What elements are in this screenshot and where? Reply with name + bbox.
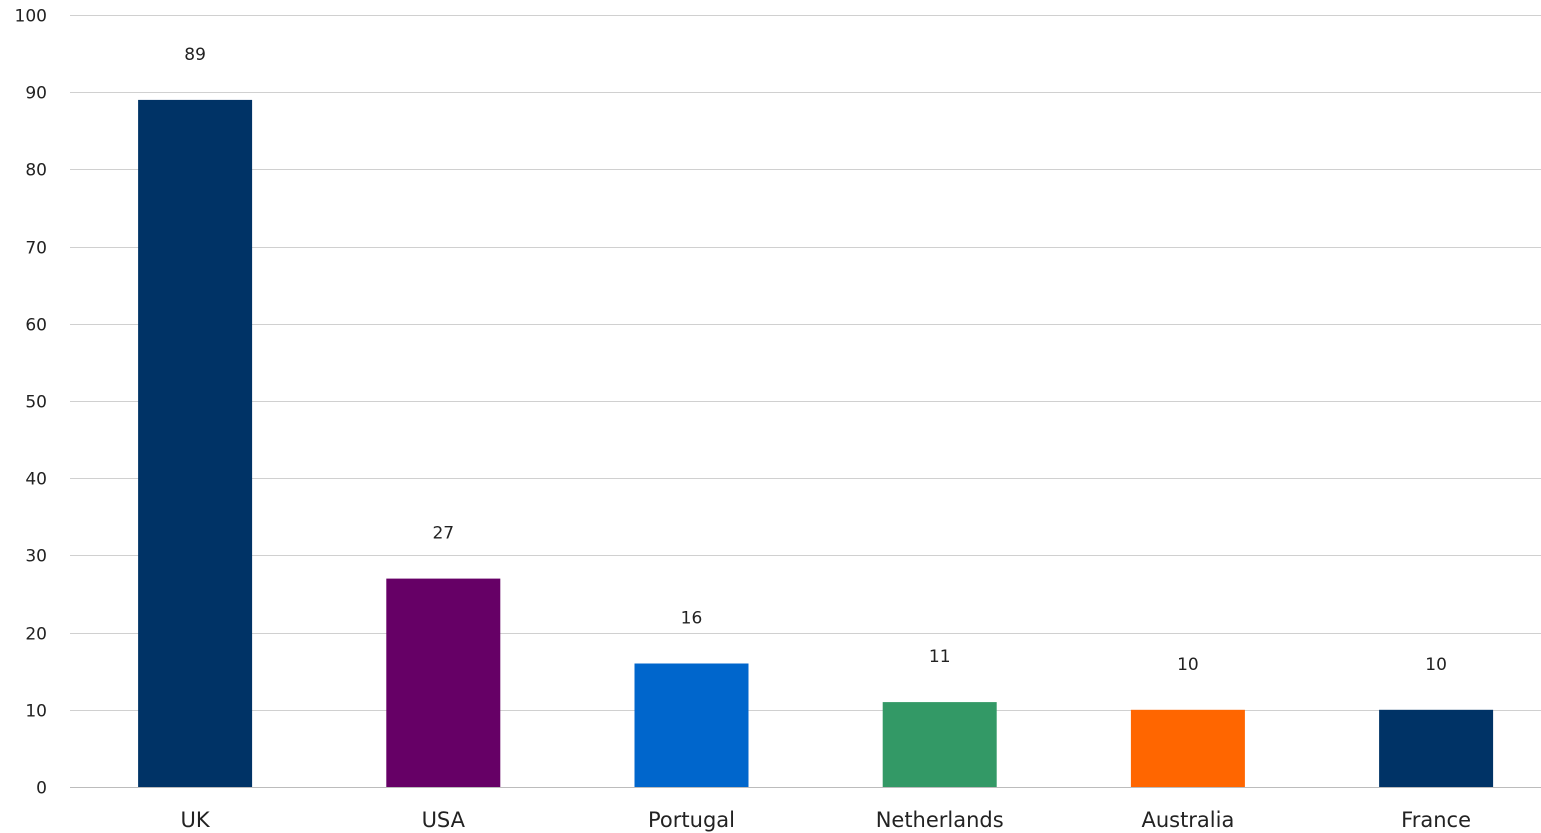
y-tick-label: 60 [25,316,47,336]
y-tick-label: 80 [25,161,47,181]
category-label-uk: UK [181,808,211,832]
x-axis-category-labels: UK USA Portugal Netherlands Australia France [181,808,1471,832]
data-label-netherlands: 11 [929,647,951,667]
category-label-usa: USA [422,808,466,832]
bar-france [1379,709,1494,787]
category-label-australia: Australia [1141,808,1234,832]
y-tick-label: 50 [25,393,47,413]
category-label-france: France [1401,808,1471,832]
data-label-uk: 89 [184,45,206,65]
y-axis-tick-labels: 0 10 20 30 40 50 60 70 80 90 100 [15,7,47,799]
bars [138,99,1494,787]
bar-uk [138,99,253,787]
y-tick-label: 90 [25,84,47,104]
y-tick-label: 70 [25,239,47,259]
y-tick-label: 30 [25,547,47,567]
bar-usa [386,578,501,787]
bar-portugal [634,663,749,787]
gridlines [70,15,1541,788]
y-tick-label: 100 [15,7,47,27]
data-label-australia: 10 [1177,655,1199,675]
data-label-portugal: 16 [681,609,703,629]
category-label-portugal: Portugal [648,808,735,832]
data-labels: 89 27 16 11 10 10 [184,45,1447,675]
category-label-netherlands: Netherlands [876,808,1004,832]
data-label-usa: 27 [432,524,454,544]
data-label-france: 10 [1425,655,1447,675]
y-tick-label: 10 [25,702,47,722]
bar-netherlands [882,702,997,787]
y-tick-label: 40 [25,470,47,490]
y-tick-label: 0 [36,779,47,799]
bar-australia [1130,709,1245,787]
y-tick-label: 20 [25,625,47,645]
